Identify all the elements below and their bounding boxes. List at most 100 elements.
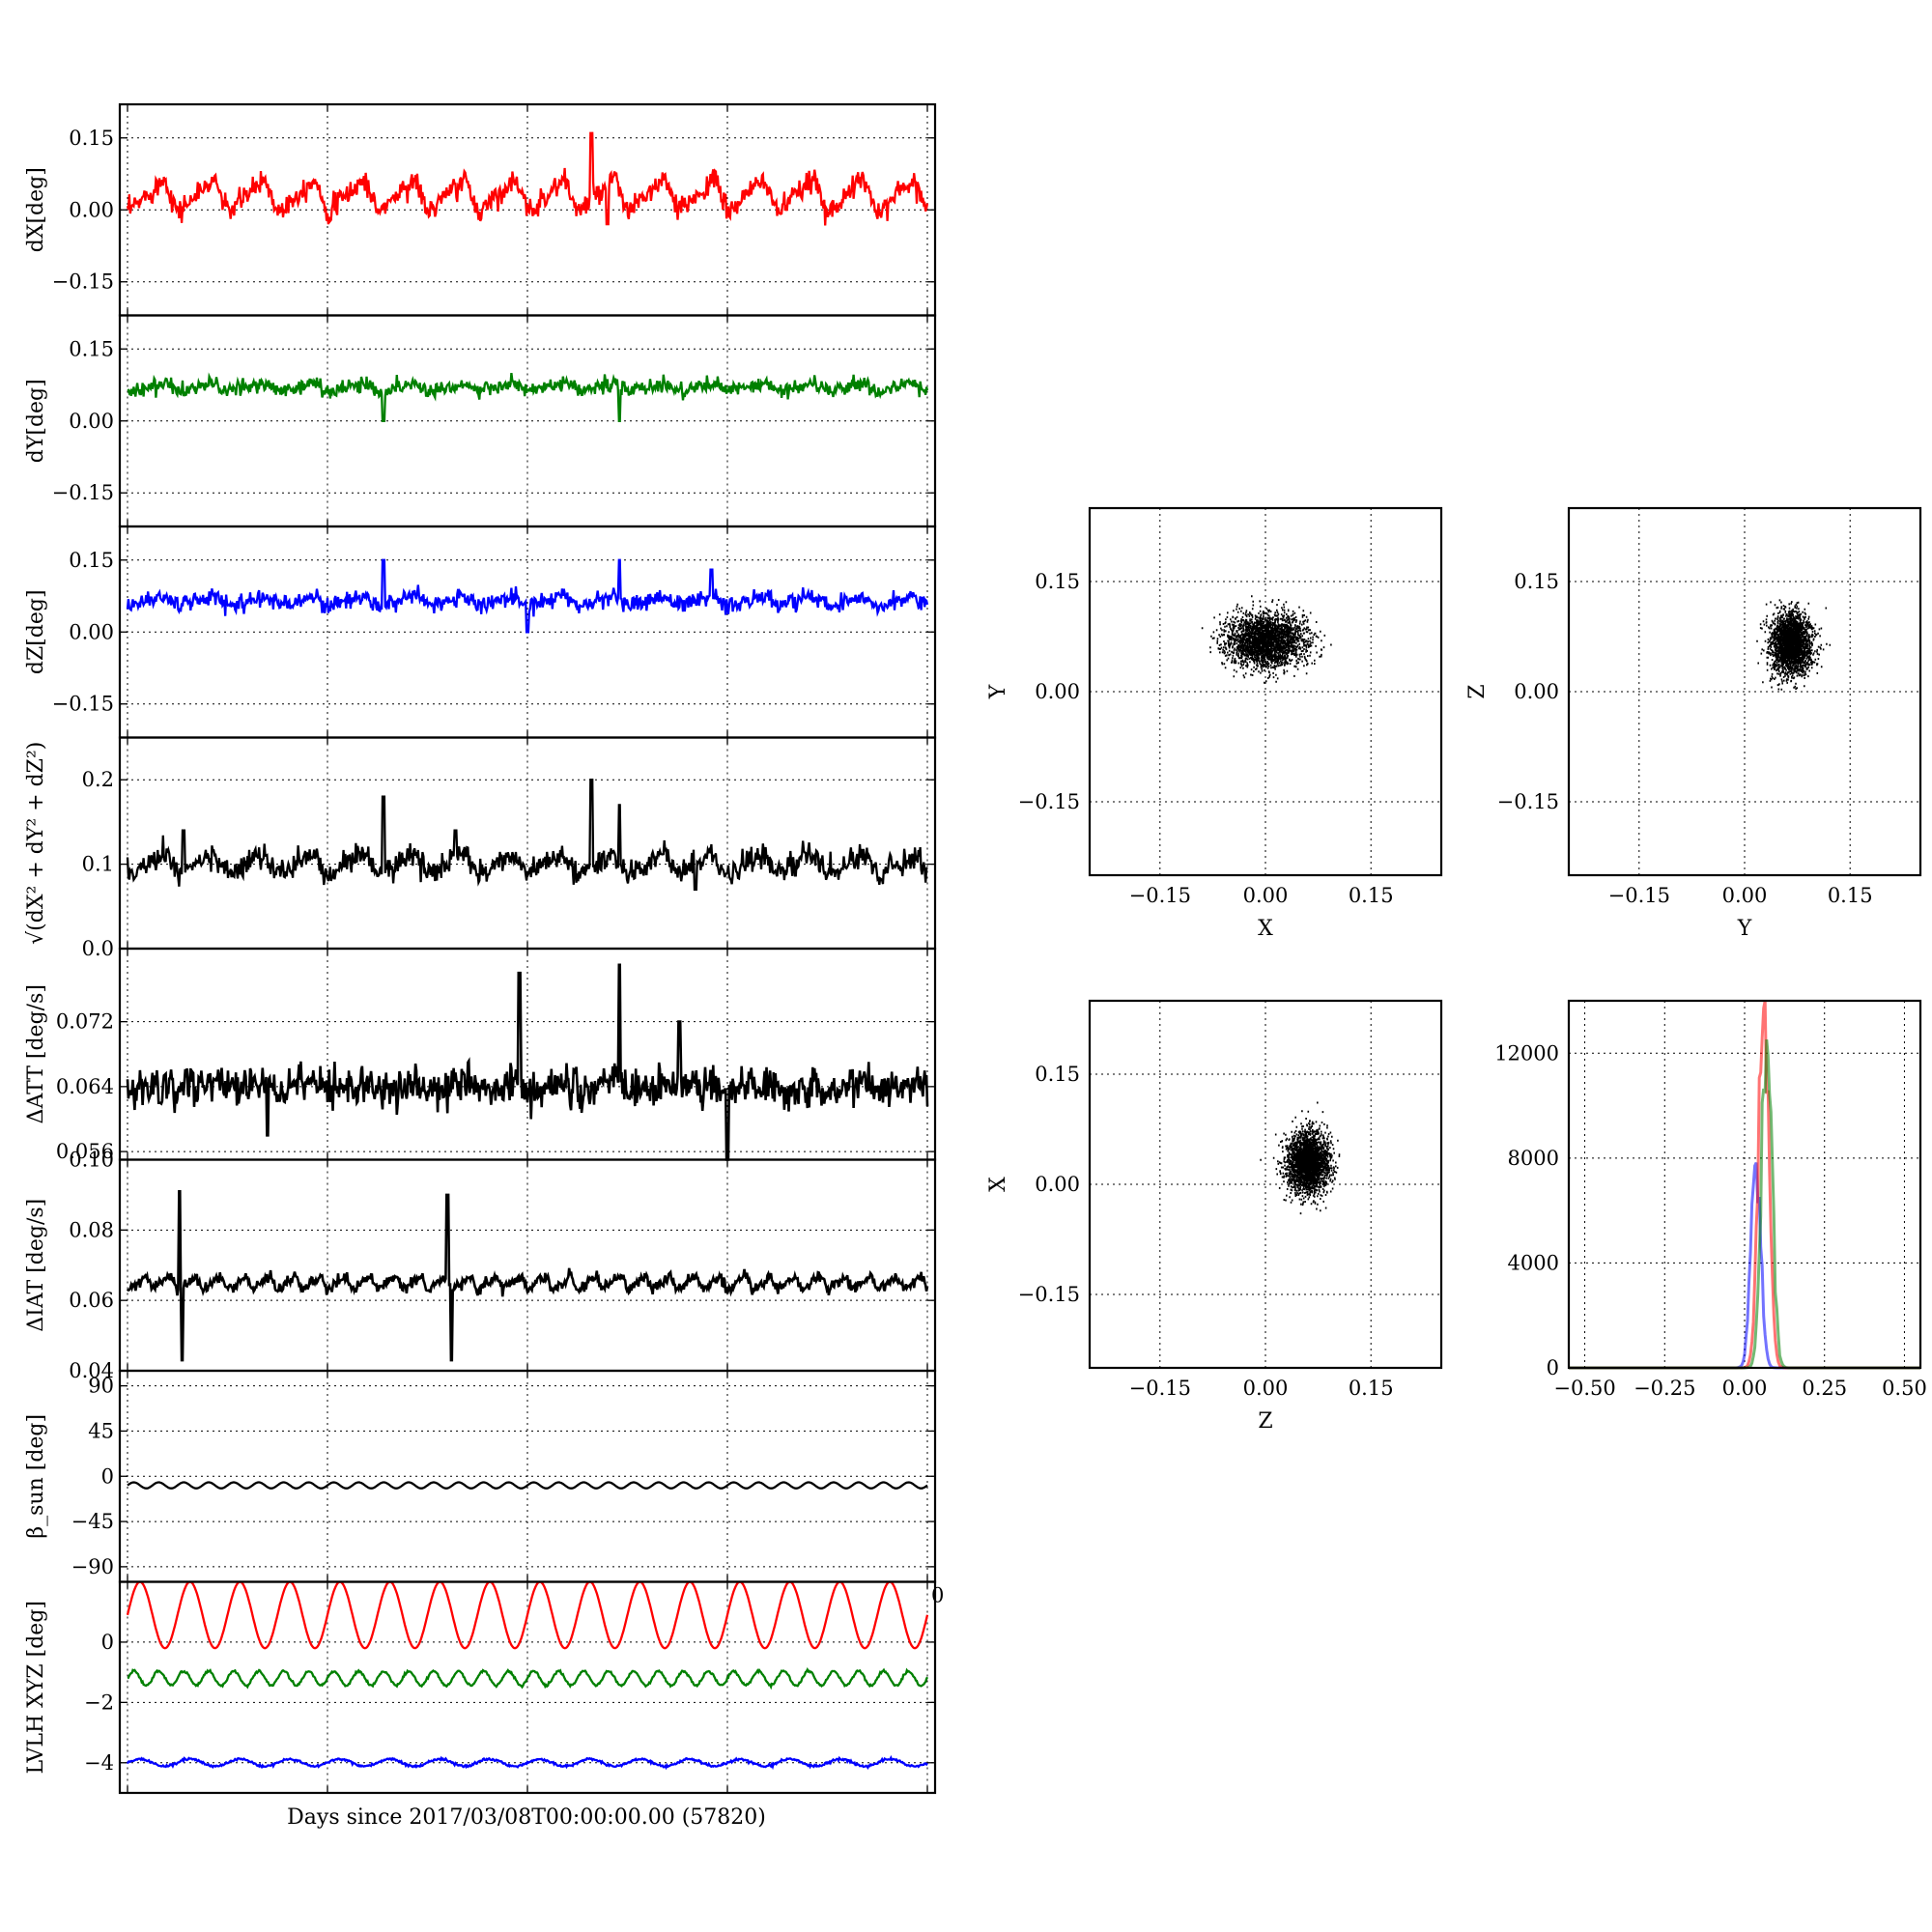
y-tick-label: 0 [101,1631,114,1654]
panel-dX: −0.15 0.00 0.15 dX[deg] [24,102,937,317]
y-axis-label: ΔIAT [deg/s] [24,1199,48,1332]
y-tick-label: −0.15 [52,270,114,294]
y-axis-label: dZ[deg] [24,589,48,674]
y-axis-label: LVLH XYZ [deg] [24,1601,48,1775]
panel-frame [1088,506,1443,877]
x-tick-label: 0.00 [1722,884,1768,907]
series-line-rss-0 [126,779,928,891]
y-tick-label: 45 [88,1419,114,1442]
panel-dY: −0.15 0.00 0.15 dY[deg] [24,314,937,528]
x-tick-label: −0.25 [1634,1377,1695,1400]
panel-frame [1088,999,1443,1370]
y-tick-label: −4 [84,1751,114,1775]
y-tick-label: 0 [1547,1356,1559,1379]
y-tick-label: 0.2 [82,768,114,791]
y-tick-label: −0.15 [1018,790,1080,813]
panel-frame [118,1580,937,1795]
x-tick-label: 0.00 [1722,1377,1768,1400]
scatter-points-yz [1756,599,1832,691]
y-tick-label: 0.00 [69,410,114,433]
x-tick-label: 0.00 [1243,884,1289,907]
x-tick-label: 0.15 [1349,1377,1394,1400]
x-tick-label: 0.25 [1802,1377,1847,1400]
y-tick-label: 0.00 [1514,680,1559,703]
y-tick-label: −0.15 [1497,790,1559,813]
y-axis-label: √(dX² + dY² + dZ²) [24,742,48,945]
y-tick-label: 0.15 [1514,570,1559,593]
y-tick-label: 4000 [1508,1251,1559,1274]
series-line-dY-0 [127,372,929,422]
x-tick-label: 0.50 [1882,1377,1927,1400]
y-axis-label: dY[deg] [24,379,48,463]
panel-xy: −0.15 −0.15 0.00 0.00 0.15 0.15 X Y [986,506,1443,941]
panel-frame [1567,506,1922,877]
y-tick-label: 0 [101,1464,114,1488]
y-tick-label: 90 [88,1375,114,1398]
x-axis-label: X [1258,917,1273,941]
x-tick-label: −0.15 [1129,1377,1191,1400]
y-tick-label: 0.15 [69,337,114,360]
panel-frame [1567,999,1922,1370]
y-tick-label: 0.04 [69,1359,114,1382]
y-tick-label: 0.08 [69,1218,114,1241]
y-tick-label: −90 [71,1555,114,1578]
y-tick-label: 0.00 [1035,680,1080,703]
y-tick-label: 0.06 [69,1289,114,1312]
scatter-points-xy [1201,595,1332,684]
panel-lvlh: −4 −2 0 LVLH XYZ [deg] 0 [24,1580,944,1795]
x-tick-label: −0.15 [1608,884,1670,907]
x-tick-label: 0.15 [1349,884,1394,907]
series-line-lvlh-0 [126,1580,929,1650]
panel-yz: −0.15 −0.15 0.00 0.00 0.15 0.15 Y Z [1465,506,1922,941]
y-axis-label: Y [986,684,1010,699]
y-tick-label: 0.00 [69,198,114,221]
series-line-datt-0 [126,963,929,1161]
panel-diat: 0.04 0.06 0.08 0.10 ΔIAT [deg/s] [24,1149,937,1382]
series-line-dX-0 [126,131,929,226]
x-tick-label: 0.00 [1243,1377,1289,1400]
panel-hist: −0.50 −0.25 0.00 0.25 0.50 0 4000 8000 12000 [1494,999,1927,1400]
series-line-lvlh-1 [127,1666,929,1690]
series-line-diat-0 [126,1190,929,1362]
y-tick-label: −45 [71,1510,114,1533]
x-axis-label: Z [1258,1409,1272,1434]
y-tick-label: 12000 [1494,1041,1559,1065]
y-tick-label: 0.064 [56,1075,114,1098]
series-line-beta-0 [127,1481,928,1490]
scatter-points-zx [1260,1101,1341,1215]
panel-beta: −90 −45 0 45 90 β_sun [deg] [24,1369,937,1583]
panel-zx: −0.15 −0.15 0.00 0.00 0.15 0.15 Z X [986,999,1443,1434]
figure-xlabel: Days since 2017/03/08T00:00:00.00 (57820… [287,1805,766,1830]
y-tick-label: 8000 [1508,1147,1559,1170]
y-tick-label: 0.10 [69,1149,114,1172]
y-tick-label: 0.15 [69,127,114,150]
y-tick-label: −0.15 [1018,1283,1080,1306]
hist-series-1 [1569,1000,1920,1370]
panel-datt: 0.056 0.064 0.072 ΔATT [deg/s] [24,947,937,1163]
y-tick-label: 0.056 [56,1140,114,1163]
x-tick-label: 0.15 [1828,884,1873,907]
x-tick-label: −0.50 [1553,1377,1615,1400]
y-axis-label: β_sun [deg] [24,1414,48,1539]
corner-label: 0 [931,1584,944,1607]
y-tick-label: 0.00 [69,620,114,643]
y-tick-label: 0.00 [1035,1173,1080,1196]
y-tick-label: 0.0 [82,937,114,960]
x-tick-label: −0.15 [1129,884,1191,907]
y-tick-label: 0.072 [56,1010,114,1034]
series-line-lvlh-2 [126,1754,928,1771]
y-tick-label: −0.15 [52,481,114,504]
panel-dZ: −0.15 0.00 0.15 dZ[deg] [24,525,937,739]
y-tick-label: 0.15 [1035,570,1080,593]
y-axis-label: ΔATT [deg/s] [24,984,48,1123]
y-axis-label: X [986,1177,1010,1192]
y-tick-label: 0.15 [69,549,114,572]
panel-rss: 0.0 0.1 0.2 √(dX² + dY² + dZ²) [24,736,937,960]
y-tick-label: 0.1 [82,853,114,876]
y-tick-label: 0.15 [1035,1063,1080,1086]
y-axis-label: dX[deg] [24,167,48,252]
x-axis-label: Y [1737,917,1752,941]
series-line-dZ-0 [126,558,929,634]
y-tick-label: −2 [84,1690,114,1714]
